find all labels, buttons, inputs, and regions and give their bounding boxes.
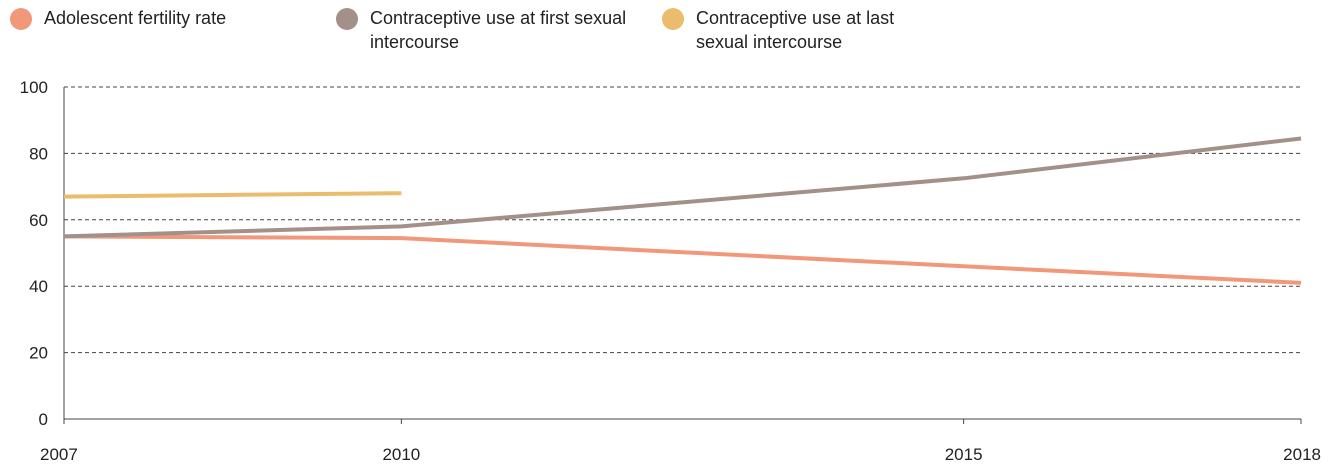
x-tick-label-2018: 2018 bbox=[1283, 445, 1321, 464]
legend-item-contraceptive-first: Contraceptive use at first sexual interc… bbox=[336, 6, 630, 54]
x-tick-label-2010: 2010 bbox=[382, 445, 420, 464]
y-tick-label-0: 0 bbox=[39, 410, 48, 429]
series-line-1 bbox=[63, 136, 1302, 239]
legend-label-contraceptive-last: Contraceptive use at last sexual interco… bbox=[696, 8, 895, 52]
legend-swatch-adolescent-fertility bbox=[10, 8, 32, 30]
legend-label-contraceptive-first: Contraceptive use at first sexual interc… bbox=[370, 8, 627, 52]
x-tick-label-2007: 2007 bbox=[40, 445, 78, 464]
y-tick-label-100: 100 bbox=[20, 78, 48, 97]
legend: Adolescent fertility rate Contraceptive … bbox=[0, 0, 1336, 70]
y-tick-label-40: 40 bbox=[29, 277, 48, 296]
legend-label-adolescent-fertility: Adolescent fertility rate bbox=[44, 8, 227, 28]
y-tick-label-60: 60 bbox=[29, 211, 48, 230]
x-tick-label-2015: 2015 bbox=[945, 445, 983, 464]
legend-item-adolescent-fertility: Adolescent fertility rate bbox=[10, 6, 304, 30]
legend-swatch-contraceptive-last bbox=[662, 8, 684, 30]
series-line-0 bbox=[63, 234, 1302, 285]
legend-item-contraceptive-last: Contraceptive use at last sexual interco… bbox=[662, 6, 936, 54]
y-tick-label-80: 80 bbox=[29, 144, 48, 163]
y-tick-label-20: 20 bbox=[29, 344, 48, 363]
legend-swatch-contraceptive-first bbox=[336, 8, 358, 30]
series-line-2 bbox=[63, 191, 402, 199]
